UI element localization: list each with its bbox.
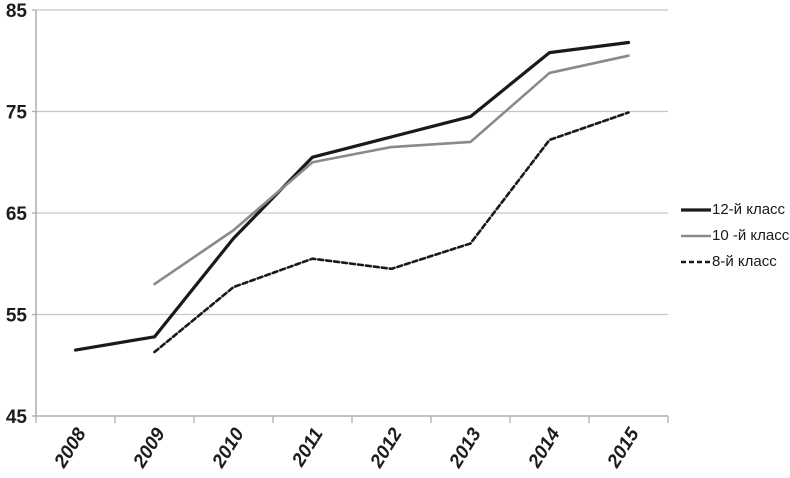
series-line-solid	[73, 40, 631, 352]
legend-line-swatch-dashed-black	[681, 260, 711, 264]
legend-line-swatch-solid-black	[681, 208, 711, 212]
y-tick-label: 45	[6, 407, 28, 428]
x-tick-label: 2010	[208, 424, 249, 472]
legend-label: 12-й класс	[712, 201, 786, 218]
x-tick-label: 2014	[524, 424, 565, 472]
legend-label: 8-й класс	[712, 253, 777, 270]
x-tick-label: 2012	[366, 424, 407, 472]
chart-legend: 12-й класс 10 -й класс 8-й класс	[681, 200, 789, 272]
x-tick-label: 2009	[129, 424, 170, 472]
legend-item: 12-й класс	[681, 200, 789, 220]
y-tick-label: 55	[6, 306, 28, 327]
legend-line-swatch-solid-gray	[681, 234, 711, 238]
x-tick-label: 2013	[445, 424, 486, 472]
y-tick-label: 65	[6, 204, 28, 225]
legend-item: 10 -й класс	[681, 226, 789, 246]
x-tick-label: 2011	[288, 425, 328, 472]
legend-item: 8-й класс	[681, 252, 789, 272]
y-tick-label: 85	[6, 1, 28, 22]
series-line-dashed	[153, 111, 630, 354]
legend-label: 10 -й класс	[712, 227, 790, 244]
series-line-solid	[153, 54, 630, 286]
x-tick-label: 2015	[603, 424, 644, 472]
y-tick-label: 75	[6, 103, 28, 124]
x-tick-label: 2008	[50, 424, 91, 472]
